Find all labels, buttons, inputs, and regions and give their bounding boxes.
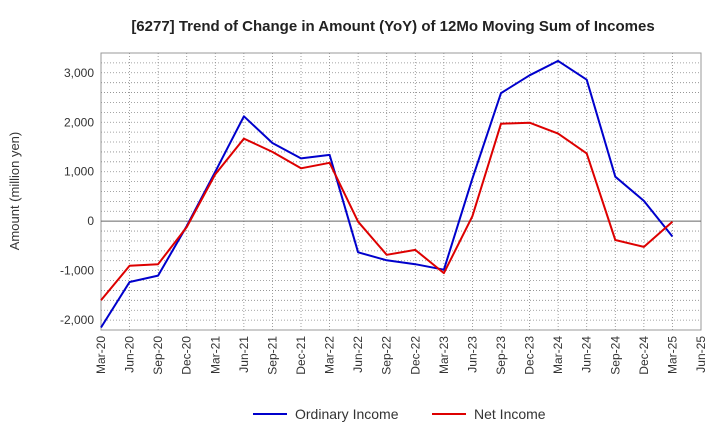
x-tick-labels: Mar-20 Jun-20 Sep-20 Dec-20 Mar-21 Jun-21 Sep-…	[94, 336, 708, 375]
x-tick-label: Sep-20	[151, 336, 165, 375]
chart-title: [6277] Trend of Change in Amount (YoY) o…	[131, 18, 654, 35]
y-tick-label: 2,000	[64, 115, 94, 129]
y-tick-label: -2,000	[60, 313, 94, 327]
x-tick-label: Jun-22	[351, 336, 365, 373]
y-tick-label: 1,000	[64, 165, 94, 179]
x-tick-label: Jun-25	[694, 336, 708, 373]
y-tick-label: 3,000	[64, 66, 94, 80]
x-tick-label: Jun-20	[123, 336, 137, 373]
grid	[101, 53, 701, 330]
x-tick-label: Jun-21	[237, 336, 251, 373]
x-tick-label: Sep-24	[608, 336, 622, 375]
x-tick-label: Mar-24	[551, 336, 565, 374]
x-tick-label: Dec-22	[408, 336, 422, 375]
legend-label-ordinary-income: Ordinary Income	[295, 406, 399, 422]
x-tick-label: Dec-23	[523, 336, 537, 375]
legend-label-net-income: Net Income	[474, 406, 546, 422]
y-tick-label: 0	[87, 214, 94, 228]
y-tick-label: -1,000	[60, 264, 94, 278]
x-tick-label: Dec-21	[294, 336, 308, 375]
x-tick-label: Mar-22	[323, 336, 337, 374]
x-tick-label: Mar-20	[94, 336, 108, 374]
x-tick-label: Mar-25	[665, 336, 679, 374]
x-tick-label: Mar-23	[437, 336, 451, 374]
y-axis-label: Amount (million yen)	[7, 132, 22, 251]
y-tick-labels: -2,000 -1,000 0 1,000 2,000 3,000	[60, 66, 94, 327]
x-tick-label: Jun-24	[580, 336, 594, 373]
x-tick-label: Sep-22	[380, 336, 394, 375]
x-tick-label: Jun-23	[465, 336, 479, 373]
x-tick-label: Mar-21	[208, 336, 222, 374]
legend: Ordinary Income Net Income	[253, 406, 546, 422]
x-tick-label: Sep-23	[494, 336, 508, 375]
x-tick-label: Sep-21	[265, 336, 279, 375]
series-line-net-income	[100, 121, 674, 301]
x-tick-label: Dec-20	[180, 336, 194, 375]
series-layer	[100, 59, 674, 329]
x-tick-label: Dec-24	[637, 336, 651, 375]
